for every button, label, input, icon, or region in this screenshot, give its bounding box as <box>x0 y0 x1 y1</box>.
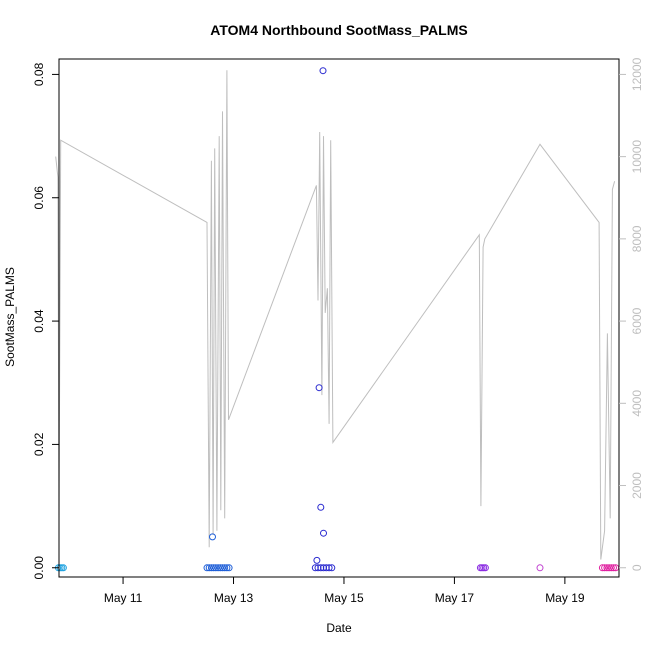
altitude-series <box>55 70 616 560</box>
y2-tick-label: 8000 <box>630 225 644 252</box>
data-point <box>319 67 327 75</box>
data-point <box>610 564 617 572</box>
data-point <box>481 564 489 572</box>
data-point <box>210 564 218 572</box>
data-point <box>203 564 211 572</box>
y2-tick-label: 12000 <box>630 57 644 91</box>
y-tick-label: 0.06 <box>32 186 46 210</box>
y-tick-label: 0.00 <box>32 556 46 580</box>
data-point <box>223 564 231 572</box>
y2-tick-label: 0 <box>630 564 644 571</box>
data-point <box>328 564 336 572</box>
data-point <box>325 564 333 572</box>
data-point <box>221 564 229 572</box>
data-point <box>607 564 615 572</box>
data-point <box>320 529 327 537</box>
chart-title: ATOM4 Northbound SootMass_PALMS <box>210 22 467 38</box>
data-point <box>536 564 544 572</box>
altitude-line <box>55 70 616 560</box>
data-point <box>313 556 321 564</box>
y2-tick-label: 10000 <box>630 140 644 174</box>
x-tick-label: May 15 <box>324 591 364 605</box>
y-axis-label: SootMass_PALMS <box>3 267 17 367</box>
data-point <box>601 564 609 572</box>
data-point <box>205 564 213 572</box>
y-tick-label: 0.02 <box>32 432 46 456</box>
y-tick-label: 0.04 <box>32 309 46 333</box>
data-point <box>598 564 606 572</box>
data-point <box>212 564 220 572</box>
y-tick-label: 0.08 <box>32 62 46 86</box>
x-axis: May 11 May 13 May 15 May 17 May 19 <box>104 577 585 605</box>
x-axis-label: Date <box>326 621 352 635</box>
data-point <box>209 533 216 541</box>
data-point <box>216 564 224 572</box>
x-tick-label: May 13 <box>214 591 254 605</box>
y2-tick-label: 4000 <box>630 390 644 417</box>
plot-frame <box>58 58 620 578</box>
data-point <box>605 564 613 572</box>
x-tick-label: May 19 <box>545 591 585 605</box>
data-point <box>225 564 233 572</box>
data-point <box>219 564 226 572</box>
data-point <box>59 564 67 572</box>
data-point <box>214 564 222 572</box>
y2-tick-label: 2000 <box>630 472 644 499</box>
y-axis: 0.00 0.02 0.04 0.06 0.08 <box>32 62 59 579</box>
data-point <box>207 564 215 572</box>
data-point <box>315 384 323 392</box>
data-point <box>603 564 611 572</box>
data-point <box>317 503 325 511</box>
y2-tick-label: 6000 <box>630 307 644 334</box>
y2-axis: 0 2000 4000 6000 8000 10000 12000 <box>619 57 644 571</box>
x-tick-label: May 17 <box>435 591 475 605</box>
soot-points <box>54 67 620 572</box>
x-tick-label: May 11 <box>104 591 143 605</box>
